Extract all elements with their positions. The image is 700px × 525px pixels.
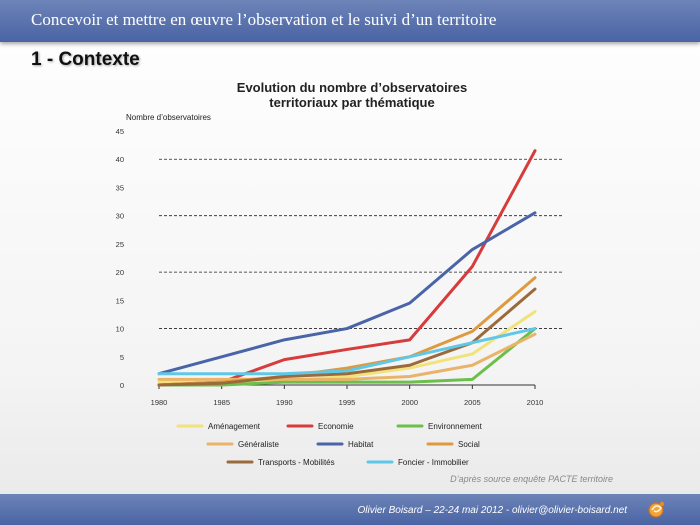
series-line-generaliste [157, 332, 537, 381]
y-tick-label: 25 [116, 240, 124, 249]
x-tick-label: 2010 [527, 398, 544, 407]
y-tick-label: 40 [116, 155, 124, 164]
y-tick-label: 30 [116, 212, 124, 221]
legend-label: Foncier - Immobilier [398, 458, 469, 467]
y-tick-label: 35 [116, 183, 124, 192]
legend-label: Environnement [428, 422, 483, 431]
footer-text: Olivier Boisard – 22-24 mai 2012 - olivi… [357, 505, 627, 516]
y-tick-label: 15 [116, 296, 124, 305]
y-tick-label: 10 [116, 325, 124, 334]
footer-bar [0, 494, 700, 525]
legend-label: Aménagement [208, 422, 261, 431]
series-line-environnement [157, 327, 537, 387]
legend-label: Transports - Mobilités [258, 458, 335, 467]
x-tick-label: 1990 [276, 398, 293, 407]
header-bar [0, 0, 700, 42]
series-line-habitat [157, 211, 537, 376]
x-tick-label: 2000 [401, 398, 418, 407]
x-tick-label: 2005 [464, 398, 481, 407]
x-tick-label: 1985 [213, 398, 230, 407]
section-title: 1 - Contexte [31, 49, 140, 70]
y-tick-label: 0 [120, 381, 124, 390]
source-note: D’après source enquête PACTE territoire [450, 474, 613, 484]
chart-title-line-2: territoriaux par thématique [269, 95, 434, 110]
header-title: Concevoir et mettre en œuvre l’observati… [31, 10, 497, 29]
y-axis-label: Nombre d’observatoires [126, 113, 211, 122]
legend-label: Economie [318, 422, 354, 431]
y-tick-label: 20 [116, 268, 124, 277]
y-tick-label: 45 [116, 127, 124, 136]
series-line-social [157, 276, 537, 387]
orange-swirl-logo-icon [648, 501, 665, 518]
series-line-foncier-immobilier [157, 327, 537, 376]
y-tick-label: 5 [120, 353, 124, 362]
x-tick-label: 1980 [151, 398, 168, 407]
x-tick-label: 1995 [339, 398, 356, 407]
legend-label: Social [458, 440, 480, 449]
legend-label: Généraliste [238, 440, 279, 449]
legend-label: Habitat [348, 440, 374, 449]
chart-title-line-1: Evolution du nombre d’observatoires [237, 80, 467, 95]
